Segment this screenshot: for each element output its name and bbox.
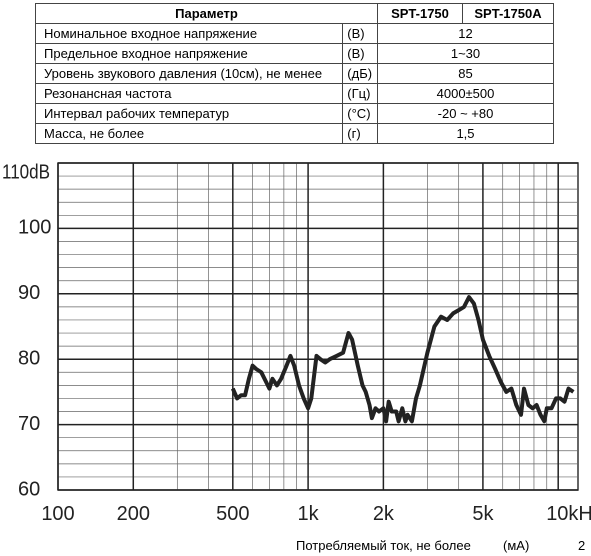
chart: 60 70 80 90 100 110dB 100 200 500 1k 2k 5k 10kHz xyxy=(2,161,591,525)
x-tick-label: 5k xyxy=(472,503,494,525)
x-tick-label: 1k xyxy=(298,503,320,525)
param-cell: Резонансная частота xyxy=(34,83,344,104)
footer-value: 2 xyxy=(578,538,586,553)
response-line xyxy=(230,295,575,424)
y-tick-label: 100 xyxy=(18,217,51,239)
row: Резонансная частота (Гц) 4000±500 xyxy=(34,83,554,104)
unit-cell: (°С) xyxy=(342,103,378,124)
row: Уровень звукового давления (10см), не ме… xyxy=(34,63,554,84)
y-tick-label: 90 xyxy=(18,282,40,304)
unit-cell: (В) xyxy=(342,23,378,44)
param-cell: Интервал рабочих температур xyxy=(34,103,344,124)
y-tick-label: 70 xyxy=(18,413,40,435)
x-tick-label: 10kHz xyxy=(546,503,591,525)
value-cell: -20 ~ +80 xyxy=(377,103,554,124)
param-cell: Уровень звукового давления (10см), не ме… xyxy=(34,63,344,84)
footer-label: Потребляемый ток, не более xyxy=(296,538,471,553)
y-tick-label: 80 xyxy=(18,347,40,369)
y-tick-label: 60 xyxy=(18,478,40,500)
spec-table: Параметр SPT-1750 SPT-1750A Номинальное вхо… xyxy=(34,3,554,144)
x-tick-label: 500 xyxy=(216,503,249,525)
x-tick-label: 2k xyxy=(373,503,395,525)
x-tick-label: 200 xyxy=(117,503,150,525)
row: Масса, не более (г) 1,5 xyxy=(34,123,554,144)
plot-area xyxy=(57,162,579,491)
value-cell: 1,5 xyxy=(377,123,554,144)
row: Номинальное входное напряжение (В) 12 xyxy=(34,23,554,44)
unit-cell: (г) xyxy=(342,123,378,144)
footer-unit: (мА) xyxy=(503,538,530,553)
row: Интервал рабочих температур (°С) -20 ~ +80 xyxy=(34,103,554,124)
y-tick-label: 110dB xyxy=(2,161,50,183)
value-cell: 1~30 xyxy=(377,43,554,64)
param-cell: Масса, не более xyxy=(34,123,344,144)
x-tick-label: 100 xyxy=(41,503,74,525)
